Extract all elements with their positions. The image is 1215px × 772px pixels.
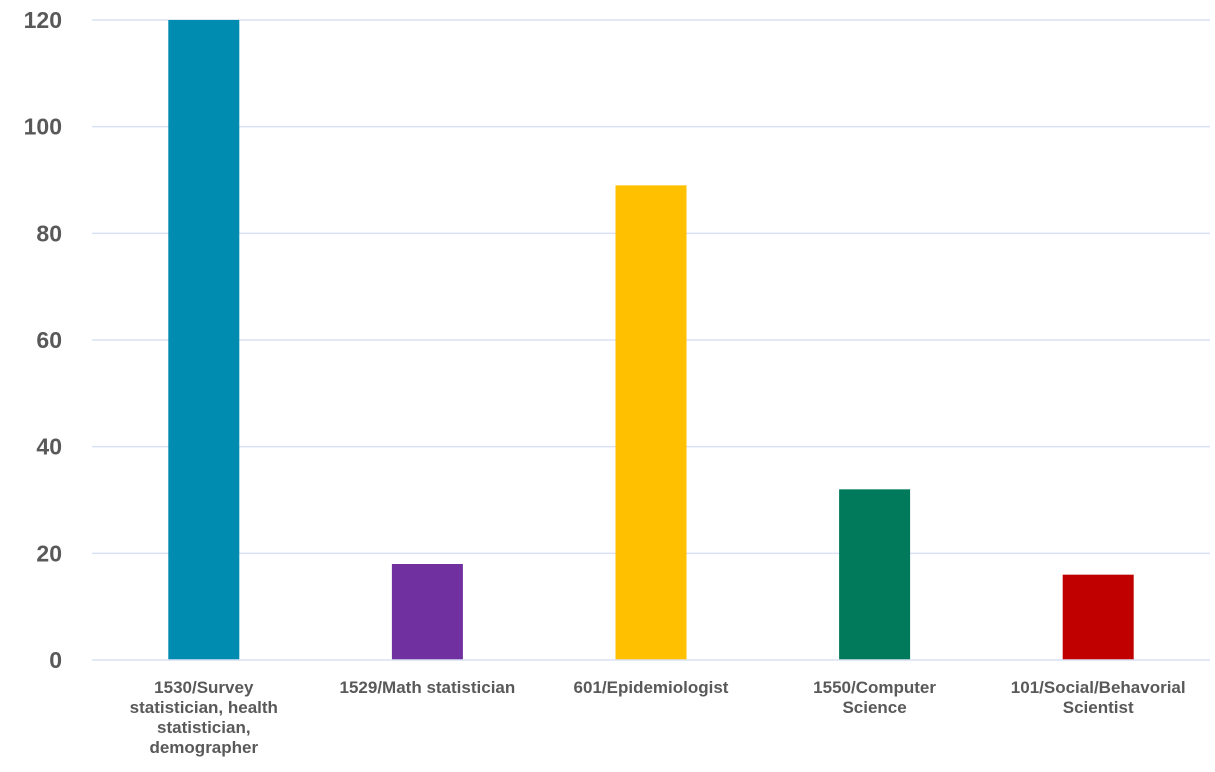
bars <box>168 20 1134 661</box>
bar-1 <box>168 20 240 660</box>
x-tick-label: 1550/Computer Science <box>813 678 936 717</box>
x-tick-label-line: Science <box>842 698 906 717</box>
y-tick-label: 80 <box>36 220 62 246</box>
x-tick-label-line: 1530/Survey <box>154 678 254 697</box>
x-tick-label-line: statistician, <box>157 718 251 737</box>
bar-2 <box>391 564 463 660</box>
y-tick-label: 0 <box>49 647 62 673</box>
x-tick-label-line: 101/Social/Behavorial <box>1011 678 1186 697</box>
x-tick-label-line: Scientist <box>1063 698 1134 717</box>
x-axis: 1530/Survey statistician, health statistic… <box>92 659 1210 757</box>
x-tick-label-line: demographer <box>149 738 258 757</box>
y-axis: 0 20 40 60 80 100 120 <box>24 7 62 673</box>
bar-3 <box>615 185 687 661</box>
x-tick-label-line: 1550/Computer <box>813 678 936 697</box>
x-tick-label: 601/Epidemiologist <box>574 678 729 697</box>
x-tick-label-line: statistician, health <box>130 698 278 717</box>
x-tick-label: 101/Social/Behavorial Scientist <box>1011 678 1186 717</box>
y-tick-label: 100 <box>24 114 62 140</box>
x-tick-label: 1530/Survey statistician, health statistic… <box>130 678 278 757</box>
x-tick-label: 1529/Math statistician <box>340 678 516 697</box>
bar-5 <box>1062 574 1134 660</box>
y-tick-label: 60 <box>36 327 62 353</box>
y-tick-label: 40 <box>36 434 62 460</box>
y-tick-label: 20 <box>36 540 62 566</box>
x-tick-label-line: 601/Epidemiologist <box>574 678 729 697</box>
x-tick-label-line: 1529/Math statistician <box>340 678 516 697</box>
y-tick-label: 120 <box>24 7 62 33</box>
bar-4 <box>839 489 911 660</box>
